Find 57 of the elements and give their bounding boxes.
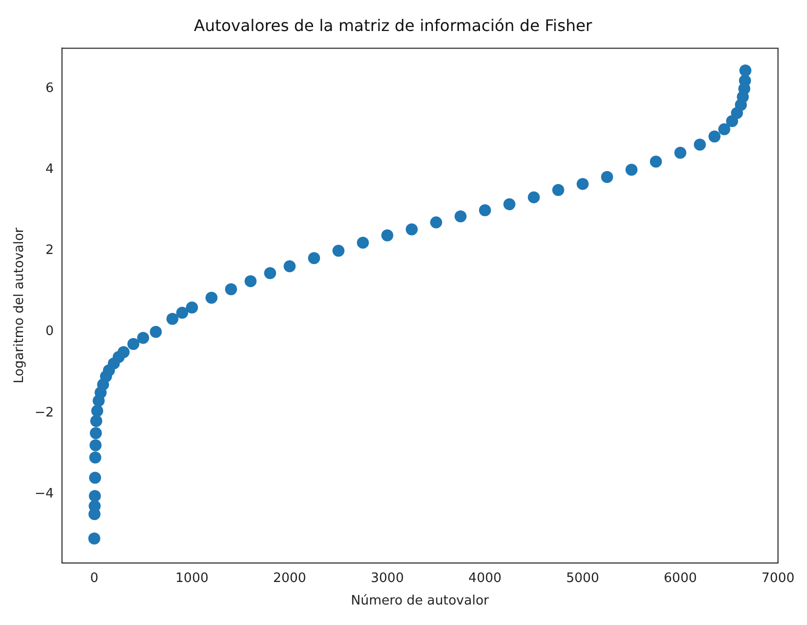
point	[186, 302, 198, 314]
point	[88, 490, 101, 502]
point	[528, 191, 540, 204]
y-tick-label: 0	[45, 324, 54, 340]
point	[454, 210, 467, 222]
point	[89, 451, 102, 464]
point	[88, 532, 100, 544]
point	[694, 138, 706, 151]
point	[244, 275, 257, 288]
point	[150, 326, 162, 338]
point	[576, 178, 589, 190]
point	[205, 292, 218, 304]
point	[503, 198, 516, 210]
point	[552, 184, 564, 196]
point	[650, 156, 662, 168]
point	[137, 332, 150, 344]
point	[90, 414, 102, 427]
y-tick-label: 2	[45, 243, 54, 258]
y-tick-label: −2	[34, 405, 54, 420]
point	[308, 252, 320, 264]
point	[127, 338, 140, 350]
point	[91, 404, 104, 417]
x-tick-label: 0	[90, 570, 98, 586]
point	[718, 123, 730, 136]
point	[89, 472, 102, 484]
x-tick-label: 7000	[761, 570, 795, 586]
point	[264, 267, 276, 280]
point	[381, 229, 394, 242]
x-tick-label: 6000	[664, 570, 697, 586]
point	[356, 236, 369, 249]
point	[166, 312, 178, 325]
point	[90, 439, 102, 452]
x-tick-label: 1000	[175, 570, 209, 586]
point	[430, 216, 442, 228]
y-axis-title: Logaritmo del autovalor	[12, 226, 28, 384]
point	[332, 244, 344, 257]
point	[90, 427, 102, 440]
x-tick-label: 3000	[370, 570, 404, 586]
point	[406, 223, 418, 236]
point	[601, 171, 614, 184]
point	[176, 306, 188, 319]
y-tick-label: 6	[45, 81, 54, 96]
point	[118, 346, 130, 358]
point	[674, 146, 686, 159]
point	[739, 64, 752, 76]
point	[225, 283, 238, 296]
point	[478, 204, 491, 216]
point	[625, 164, 638, 176]
y-tick-label: −4	[34, 486, 54, 502]
x-tick-label: 4000	[468, 570, 502, 586]
point	[708, 130, 721, 143]
x-tick-label: 2000	[273, 570, 306, 586]
x-tick-label: 5000	[566, 570, 600, 586]
point	[284, 260, 296, 272]
chart-title: Autovalores de la matriz de información de Fisher	[194, 16, 593, 35]
x-axis-title: Número de autovalor	[350, 594, 490, 609]
y-tick-label: 4	[45, 162, 54, 178]
